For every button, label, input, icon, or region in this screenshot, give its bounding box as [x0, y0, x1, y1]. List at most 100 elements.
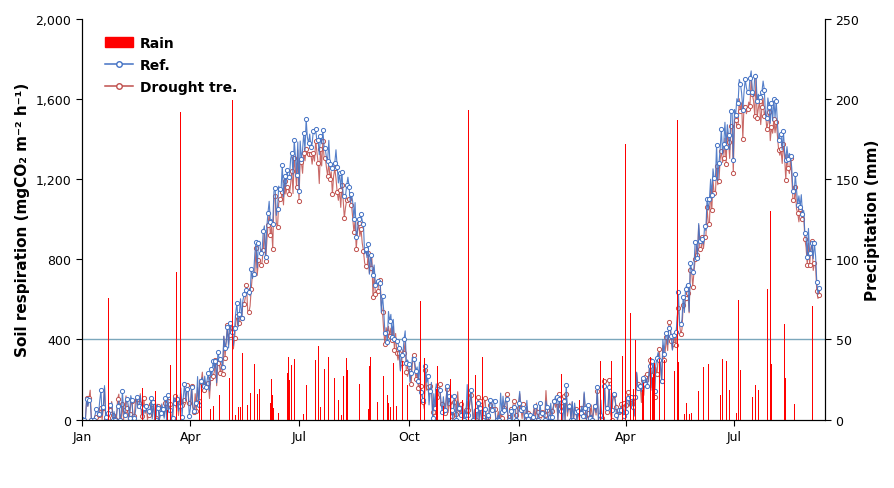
Bar	[167, 410, 168, 420]
Bar	[317, 346, 318, 420]
Bar	[634, 341, 636, 420]
Bar	[338, 401, 339, 420]
Bar	[288, 357, 289, 420]
Bar	[602, 378, 603, 420]
Bar	[392, 363, 393, 420]
Bar	[621, 357, 622, 420]
Bar	[435, 389, 436, 420]
Bar	[407, 386, 408, 420]
Y-axis label: Soil respiration (mgCO₂ m⁻² h⁻¹): Soil respiration (mgCO₂ m⁻² h⁻¹)	[15, 83, 30, 357]
Bar	[254, 365, 255, 420]
Bar	[662, 361, 664, 420]
Bar	[342, 376, 343, 420]
Bar	[707, 365, 708, 420]
Bar	[210, 409, 211, 420]
Bar	[242, 353, 243, 420]
Bar	[721, 360, 722, 420]
Bar	[390, 407, 391, 420]
Bar	[388, 404, 389, 420]
Bar	[686, 403, 687, 420]
Bar	[286, 373, 287, 420]
Bar	[315, 360, 316, 420]
Bar	[683, 414, 684, 420]
Bar	[766, 289, 768, 420]
Bar	[247, 405, 248, 420]
Bar	[370, 357, 371, 420]
Bar	[757, 390, 758, 420]
Bar	[383, 376, 384, 420]
Bar	[224, 371, 225, 420]
Bar	[306, 386, 307, 420]
Bar	[270, 404, 271, 420]
Bar	[107, 299, 108, 420]
Bar	[303, 414, 304, 420]
Bar	[736, 413, 737, 420]
Bar	[175, 273, 176, 420]
Bar	[386, 395, 387, 420]
Bar	[690, 413, 691, 420]
Bar	[200, 386, 201, 420]
Bar	[450, 380, 451, 420]
Bar	[396, 406, 397, 420]
Bar	[324, 369, 325, 420]
Bar	[783, 324, 784, 420]
Bar	[676, 121, 677, 420]
Bar	[729, 390, 730, 420]
Bar	[235, 415, 236, 420]
Bar	[249, 393, 250, 420]
Bar	[434, 368, 435, 420]
Bar	[673, 371, 675, 420]
Bar	[811, 306, 812, 420]
Bar	[652, 375, 654, 420]
Bar	[751, 398, 752, 420]
Bar	[291, 366, 292, 420]
Bar	[475, 376, 476, 420]
Bar	[213, 406, 214, 420]
Bar	[229, 379, 230, 420]
Bar	[261, 381, 262, 420]
Bar	[482, 358, 483, 420]
Bar	[272, 395, 273, 420]
Bar	[677, 363, 679, 420]
Bar	[687, 414, 689, 420]
Bar	[658, 360, 659, 420]
Bar	[697, 391, 698, 420]
Bar	[641, 390, 643, 420]
Bar	[368, 366, 369, 420]
Bar	[320, 407, 321, 420]
Bar	[739, 370, 740, 420]
Bar	[359, 384, 360, 420]
Bar	[328, 357, 329, 420]
Bar	[793, 404, 794, 420]
Bar	[347, 371, 348, 420]
Bar	[651, 378, 652, 420]
Bar	[578, 401, 579, 420]
Bar	[259, 389, 260, 420]
Legend: Rain, Ref., Drought tre.: Rain, Ref., Drought tre.	[100, 31, 243, 101]
Bar	[784, 379, 785, 420]
Bar	[293, 360, 294, 420]
Bar	[625, 144, 626, 420]
Bar	[402, 361, 403, 420]
Bar	[769, 211, 770, 420]
Bar	[218, 395, 219, 420]
Bar	[377, 402, 378, 420]
Bar	[629, 313, 630, 420]
Bar	[271, 380, 272, 420]
Bar	[702, 367, 704, 420]
Bar	[199, 401, 200, 420]
Bar	[632, 389, 633, 420]
Bar	[650, 357, 651, 420]
Bar	[346, 358, 347, 420]
Bar	[289, 381, 290, 420]
Bar	[424, 359, 425, 420]
Bar	[725, 362, 726, 420]
Bar	[737, 301, 738, 420]
Bar	[420, 302, 421, 420]
Bar	[461, 401, 462, 420]
Bar	[170, 365, 171, 420]
Bar	[770, 364, 772, 420]
Bar	[436, 366, 437, 420]
Bar	[334, 378, 335, 420]
Bar	[600, 361, 601, 420]
